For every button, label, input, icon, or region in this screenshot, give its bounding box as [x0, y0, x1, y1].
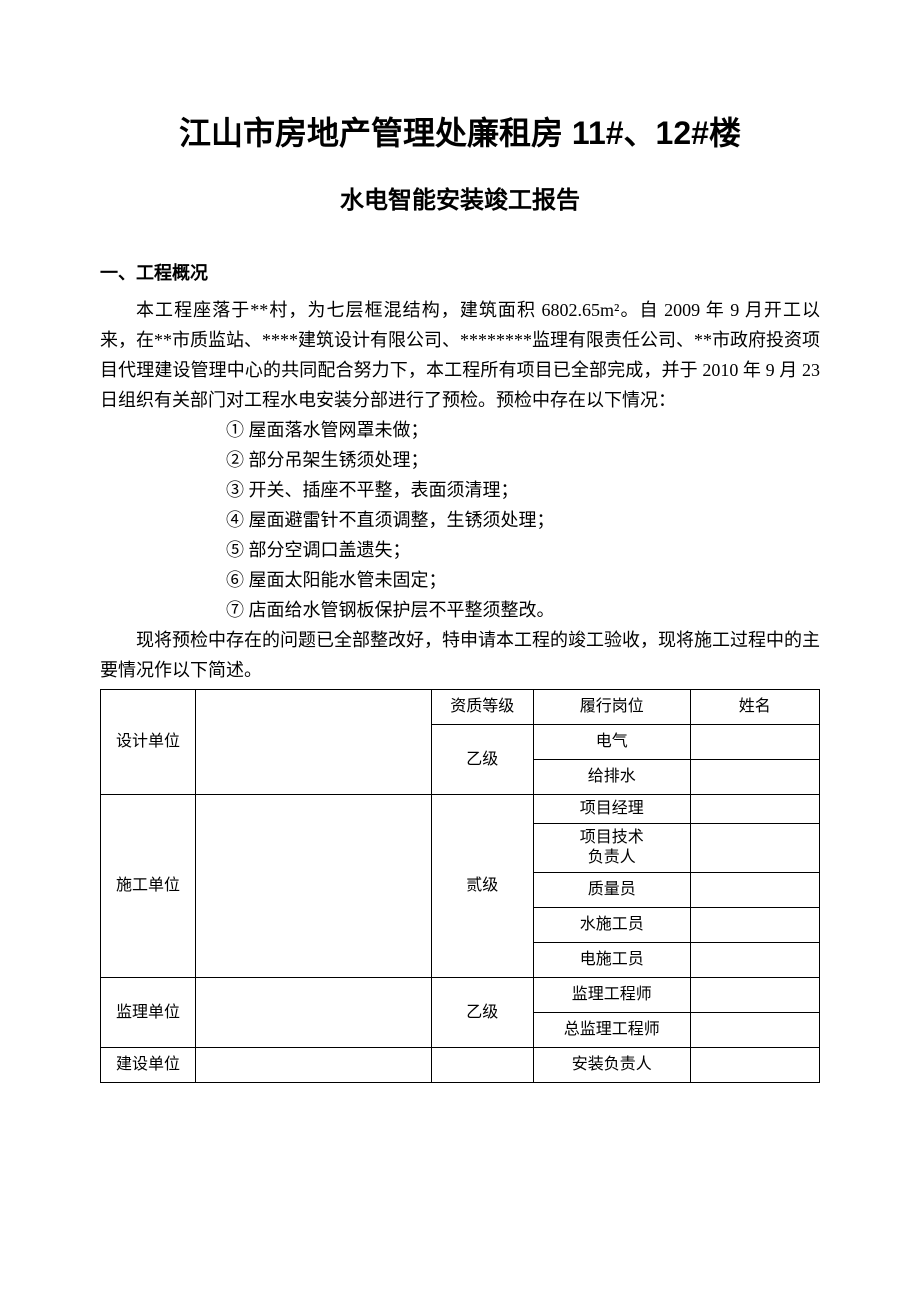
table-row: 监理单位 乙级 监理工程师: [101, 978, 820, 1013]
table-row: 设计单位 资质等级 履行岗位 姓名: [101, 690, 820, 725]
post-cell: 项目技术 负责人: [533, 824, 690, 873]
unit-name-cell: [195, 978, 431, 1048]
name-cell: [690, 1048, 819, 1083]
table-row: 建设单位 安装负责人: [101, 1048, 820, 1083]
list-item: ③ 开关、插座不平整，表面须清理；: [100, 475, 820, 505]
name-cell: [690, 1013, 819, 1048]
unit-name-cell: [195, 795, 431, 978]
list-item: ② 部分吊架生锈须处理；: [100, 445, 820, 475]
post-cell: 总监理工程师: [533, 1013, 690, 1048]
post-cell: 项目经理: [533, 795, 690, 824]
post-cell: 水施工员: [533, 908, 690, 943]
defect-list: ① 屋面落水管网罩未做； ② 部分吊架生锈须处理； ③ 开关、插座不平整，表面须…: [100, 415, 820, 625]
list-item: ⑥ 屋面太阳能水管未固定；: [100, 565, 820, 595]
table-row: 施工单位 贰级 项目经理: [101, 795, 820, 824]
list-item: ④ 屋面避雷针不直须调整，生锈须处理；: [100, 505, 820, 535]
unit-name-cell: [195, 690, 431, 795]
qual-cell: 乙级: [431, 978, 533, 1048]
qual-cell: 贰级: [431, 795, 533, 978]
post-cell: 质量员: [533, 873, 690, 908]
header-name-cell: 姓名: [690, 690, 819, 725]
closing-paragraph: 现将预检中存在的问题已全部整改好，特申请本工程的竣工验收，现将施工过程中的主要情…: [100, 625, 820, 685]
unit-label-cell: 施工单位: [101, 795, 196, 978]
name-cell: [690, 824, 819, 873]
header-post-cell: 履行岗位: [533, 690, 690, 725]
main-title: 江山市房地产管理处廉租房 11#、12#楼: [100, 108, 820, 154]
overview-paragraph: 本工程座落于**村，为七层框混结构，建筑面积 6802.65m²。自 2009 …: [100, 295, 820, 415]
qual-cell: [431, 1048, 533, 1083]
sub-title: 水电智能安装竣工报告: [100, 180, 820, 215]
post-cell: 监理工程师: [533, 978, 690, 1013]
unit-label-cell: 监理单位: [101, 978, 196, 1048]
name-cell: [690, 978, 819, 1013]
unit-name-cell: [195, 1048, 431, 1083]
unit-label-cell: 建设单位: [101, 1048, 196, 1083]
section-heading-overview: 一、工程概况: [100, 259, 820, 285]
post-cell: 给排水: [533, 760, 690, 795]
units-table: 设计单位 资质等级 履行岗位 姓名 乙级 电气 给排水 施工单位 贰级 项目经理…: [100, 689, 820, 1083]
name-cell: [690, 943, 819, 978]
name-cell: [690, 725, 819, 760]
list-item: ⑤ 部分空调口盖遗失；: [100, 535, 820, 565]
qual-cell: 乙级: [431, 725, 533, 795]
unit-label-cell: 设计单位: [101, 690, 196, 795]
name-cell: [690, 795, 819, 824]
list-item: ① 屋面落水管网罩未做；: [100, 415, 820, 445]
post-cell: 电气: [533, 725, 690, 760]
document-page: 江山市房地产管理处廉租房 11#、12#楼 水电智能安装竣工报告 一、工程概况 …: [0, 0, 920, 1083]
post-cell: 电施工员: [533, 943, 690, 978]
post-cell: 安装负责人: [533, 1048, 690, 1083]
name-cell: [690, 760, 819, 795]
list-item: ⑦ 店面给水管钢板保护层不平整须整改。: [100, 595, 820, 625]
name-cell: [690, 873, 819, 908]
header-qual-cell: 资质等级: [431, 690, 533, 725]
name-cell: [690, 908, 819, 943]
